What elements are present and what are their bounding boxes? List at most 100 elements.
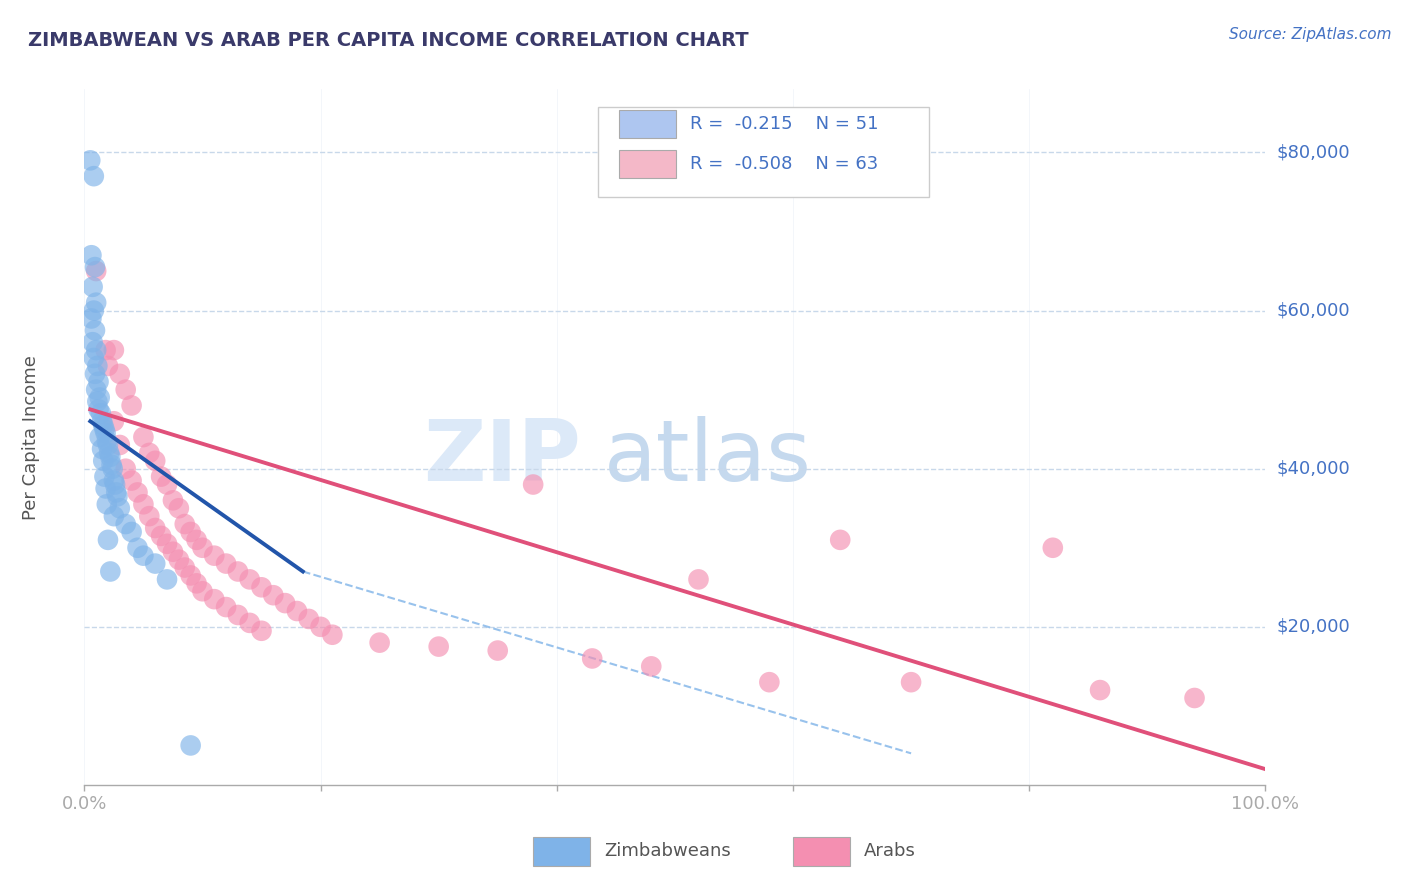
Point <box>82 280 104 294</box>
Point <box>640 659 662 673</box>
Point <box>98 446 121 460</box>
Point <box>226 607 249 622</box>
Point <box>103 474 125 488</box>
Point <box>97 359 120 373</box>
Bar <box>793 837 849 866</box>
Point <box>93 469 115 483</box>
Point <box>83 351 105 365</box>
Point <box>167 552 190 566</box>
Point <box>103 509 125 524</box>
Point <box>202 549 225 563</box>
Point <box>121 524 143 539</box>
Text: R =  -0.508    N = 63: R = -0.508 N = 63 <box>690 154 879 173</box>
Point <box>108 501 131 516</box>
Text: $20,000: $20,000 <box>1277 618 1350 636</box>
Point <box>138 446 160 460</box>
Text: ZIP: ZIP <box>423 417 581 500</box>
Point <box>94 482 117 496</box>
Point <box>156 573 179 587</box>
Point <box>132 549 155 563</box>
Point <box>94 343 117 358</box>
Point <box>98 450 121 464</box>
Text: Per Capita Income: Per Capita Income <box>22 355 41 519</box>
Point <box>84 260 107 274</box>
Point <box>127 541 149 555</box>
Point <box>191 541 214 555</box>
Point <box>108 367 131 381</box>
Point <box>101 461 124 475</box>
Point <box>1184 690 1206 705</box>
Point <box>215 557 238 571</box>
Point <box>186 576 208 591</box>
Point <box>132 497 155 511</box>
Point <box>173 516 195 531</box>
Point <box>127 485 149 500</box>
Point <box>215 600 238 615</box>
Point <box>202 592 225 607</box>
Point <box>758 675 780 690</box>
Point <box>100 458 122 472</box>
Point <box>104 477 127 491</box>
Point <box>114 516 136 531</box>
Point <box>98 565 121 579</box>
Text: R =  -0.215    N = 51: R = -0.215 N = 51 <box>690 115 879 133</box>
Point <box>239 573 262 587</box>
Point <box>103 343 125 358</box>
Point <box>93 422 115 436</box>
Point <box>486 643 509 657</box>
Point <box>96 497 118 511</box>
Point <box>90 406 112 420</box>
Point <box>250 624 273 638</box>
Text: Zimbabweans: Zimbabweans <box>605 842 731 860</box>
Point <box>79 153 101 168</box>
Text: $80,000: $80,000 <box>1277 144 1350 161</box>
Point <box>138 509 160 524</box>
Point <box>581 651 603 665</box>
Point <box>91 454 114 468</box>
Point <box>298 612 321 626</box>
Point <box>226 565 249 579</box>
Point <box>105 485 128 500</box>
Point <box>830 533 852 547</box>
Point <box>94 426 117 441</box>
Point <box>143 557 166 571</box>
Point <box>107 489 129 503</box>
Point <box>80 248 103 262</box>
Point <box>1088 683 1111 698</box>
Text: ZIMBABWEAN VS ARAB PER CAPITA INCOME CORRELATION CHART: ZIMBABWEAN VS ARAB PER CAPITA INCOME COR… <box>28 31 749 50</box>
Point <box>239 615 262 630</box>
Point <box>82 335 104 350</box>
Point <box>186 533 208 547</box>
Point <box>87 402 110 417</box>
Point <box>86 394 108 409</box>
Point <box>156 537 179 551</box>
Point <box>150 469 173 483</box>
Point <box>167 501 190 516</box>
Point <box>80 311 103 326</box>
Point <box>86 359 108 373</box>
Point <box>321 628 343 642</box>
Point <box>84 295 107 310</box>
Point <box>83 169 105 184</box>
Point <box>274 596 297 610</box>
Point <box>180 568 202 582</box>
Point <box>368 635 391 649</box>
Point <box>162 493 184 508</box>
Point <box>87 375 110 389</box>
Point <box>427 640 450 654</box>
Text: Source: ZipAtlas.com: Source: ZipAtlas.com <box>1229 27 1392 42</box>
Point <box>108 438 131 452</box>
Bar <box>620 110 676 138</box>
Text: Arabs: Arabs <box>863 842 915 860</box>
Point <box>262 588 284 602</box>
Point <box>250 580 273 594</box>
Point <box>162 545 184 559</box>
Point <box>180 739 202 753</box>
Point <box>900 675 922 690</box>
Point <box>97 438 120 452</box>
Point <box>173 560 195 574</box>
Point <box>285 604 308 618</box>
Point <box>91 414 114 428</box>
Point <box>103 414 125 428</box>
Point <box>143 521 166 535</box>
